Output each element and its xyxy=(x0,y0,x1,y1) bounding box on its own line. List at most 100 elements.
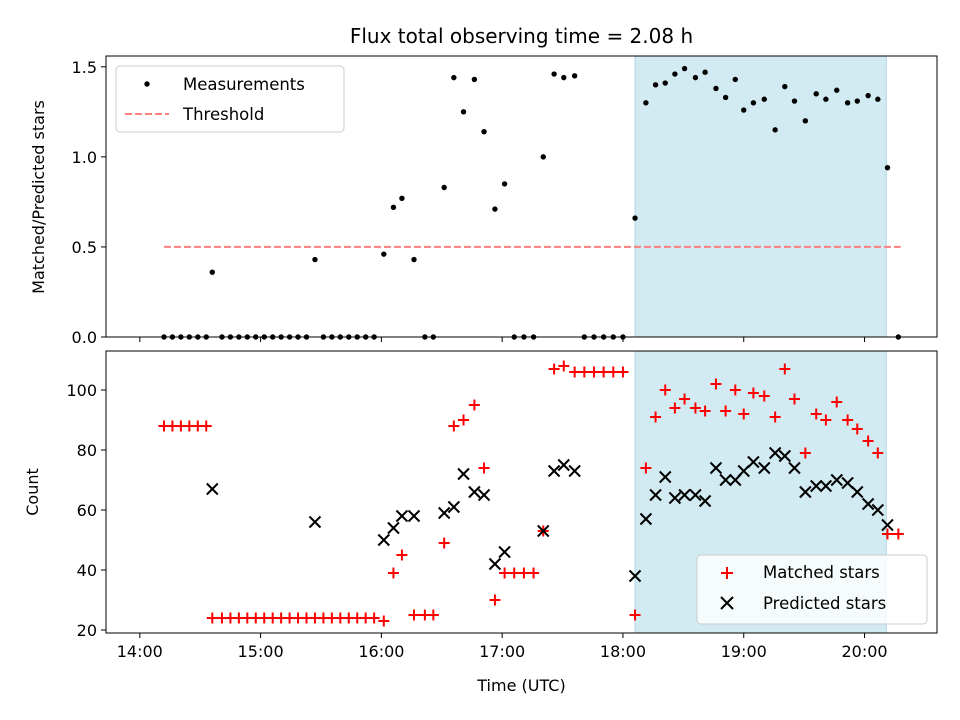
ratio-ytick-label: 0.5 xyxy=(72,238,97,257)
panel-count-frame xyxy=(105,350,938,634)
matched-stars-point xyxy=(669,402,681,414)
predicted-stars-point xyxy=(447,500,461,514)
predicted-stars-point xyxy=(758,461,771,475)
observing-time-span xyxy=(634,56,887,337)
measurement-point xyxy=(854,98,860,104)
predicted-stars-point xyxy=(709,461,723,475)
measurement-point xyxy=(561,74,567,81)
legend-count-box xyxy=(696,554,928,625)
matched-stars-point xyxy=(387,567,399,579)
matched-stars-point xyxy=(396,549,408,561)
legend-x-marker xyxy=(720,596,734,610)
matched-stars-point xyxy=(489,594,501,606)
xtick-label: 16:00 xyxy=(358,642,404,661)
predicted-stars-point xyxy=(861,497,875,511)
matched-stars-point xyxy=(738,408,750,420)
x-axis-label: Time (UTC) xyxy=(476,676,565,695)
predicted-stars-point xyxy=(547,464,561,478)
predicted-stars-point xyxy=(407,509,421,523)
matched-stars-point xyxy=(799,447,811,459)
predicted-stars-point xyxy=(851,485,864,499)
matched-stars-point xyxy=(659,384,671,396)
predicted-stars-point xyxy=(871,503,885,517)
measurement-point xyxy=(411,256,417,263)
matched-stars-point xyxy=(842,414,854,426)
measurement-point xyxy=(492,206,498,212)
y-axis-label-ratio: Matched/Predicted stars xyxy=(29,100,48,294)
matched-stars-point xyxy=(650,411,662,423)
matched-stars-point xyxy=(368,612,380,624)
measurement-point xyxy=(865,92,871,99)
xtick-label: 20:00 xyxy=(841,642,887,661)
predicted-stars-point xyxy=(698,494,712,508)
matched-stars-point xyxy=(569,366,581,378)
matched-stars-point xyxy=(689,402,701,414)
predicted-stars-point xyxy=(649,488,662,502)
matched-stars-point xyxy=(438,537,450,549)
matched-stars-point xyxy=(729,384,741,396)
predicted-stars-point xyxy=(568,464,581,478)
measurement-point xyxy=(672,71,678,77)
predicted-stars-point xyxy=(488,557,502,571)
measurement-point xyxy=(823,96,829,102)
xtick-label: 18:00 xyxy=(600,642,646,661)
measurement-point xyxy=(722,94,729,101)
measurement-point xyxy=(782,83,788,90)
predicted-stars-point xyxy=(437,506,451,520)
legend-label-threshold: Threshold xyxy=(182,105,264,124)
legend-label-matched-stars: Matched stars xyxy=(763,563,880,582)
predicted-stars-point xyxy=(537,524,550,538)
measurement-point xyxy=(834,87,840,93)
matched-stars-point xyxy=(758,390,770,402)
matched-stars-point xyxy=(779,363,791,375)
predicted-stars-point xyxy=(830,473,843,487)
matched-stars-point xyxy=(607,366,619,378)
matched-stars-point xyxy=(640,462,652,474)
predicted-stars-point xyxy=(719,473,732,487)
measurement-point xyxy=(844,100,851,106)
measurement-point xyxy=(791,98,798,104)
matched-stars-point xyxy=(478,462,490,474)
measurement-point xyxy=(875,96,881,102)
panel-count: 20 40 60 80 100 14:00 15:00 16:00 17:00 18:00 19:… xyxy=(23,350,938,695)
matched-stars-point xyxy=(548,363,560,375)
legend-ratio: Measurements Threshold xyxy=(115,65,345,133)
predicted-stars-point xyxy=(881,518,894,532)
measurement-point xyxy=(692,74,699,81)
ratio-ytick-label: 1.0 xyxy=(72,148,97,167)
predicted-stars-point xyxy=(377,533,391,547)
legend-count: Matched stars Predicted stars xyxy=(696,554,928,625)
y-axis-label-count: Count xyxy=(23,468,42,516)
predicted-stars-point xyxy=(628,569,642,583)
matched-stars-point xyxy=(448,420,460,432)
matched-stars-point xyxy=(588,366,600,378)
matched-stars-point xyxy=(598,366,610,378)
chart-title: Flux total observing time = 2.08 h xyxy=(350,24,693,48)
panel-ratio: 0.0 0.5 1.0 1.5 Matched/Predicted stars Mea… xyxy=(29,55,938,347)
measurement-point xyxy=(551,71,557,77)
matched-stars-point xyxy=(378,615,390,627)
count-ytick-label: 40 xyxy=(77,561,97,580)
measurement-point xyxy=(652,82,659,88)
measurement-point xyxy=(399,195,405,202)
count-ytick-label: 100 xyxy=(66,381,97,400)
measurement-point xyxy=(813,91,819,97)
matched-stars-point xyxy=(578,366,590,378)
measurement-point xyxy=(460,109,467,115)
matched-stars-point xyxy=(747,387,759,399)
measurement-point xyxy=(390,204,397,211)
matched-stars-point xyxy=(720,405,732,417)
predicted-stars-point xyxy=(395,509,409,523)
measurement-point xyxy=(732,76,738,83)
matched-stars-point xyxy=(200,420,212,432)
measurement-point xyxy=(761,96,767,102)
predicted-stars-point xyxy=(387,521,400,535)
predicted-stars-point xyxy=(468,485,481,499)
matched-stars-point xyxy=(788,393,800,405)
matched-stars-point xyxy=(679,393,691,405)
predicted-stars-point xyxy=(639,512,653,526)
measurement-point xyxy=(441,184,447,191)
matched-stars-point xyxy=(427,609,439,621)
legend-label-predicted-stars: Predicted stars xyxy=(763,594,886,613)
